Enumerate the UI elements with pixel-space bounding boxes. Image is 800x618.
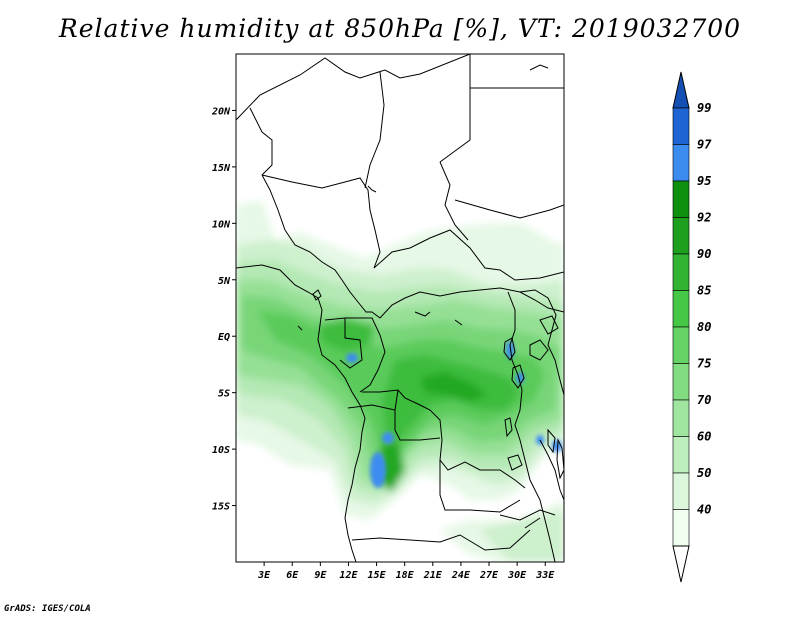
lat-tick-label: 10N — [212, 219, 231, 230]
latitude-axis: 20N 15N 10N 5N EQ 5S 10S 15S — [211, 106, 236, 513]
colorbar-swatch — [672, 472, 690, 510]
lon-tick-label: 33E — [535, 570, 555, 581]
lon-tick-label: 24E — [451, 570, 471, 581]
colorbar-label: 70 — [697, 393, 711, 407]
lat-tick-label: 20N — [211, 106, 231, 117]
lat-tick-label: 15N — [212, 163, 231, 174]
colorbar-swatch — [672, 107, 690, 145]
lat-tick-label: 15S — [212, 502, 230, 513]
lat-tick-label: EQ — [218, 332, 230, 343]
colorbar-label: 92 — [697, 211, 711, 225]
map-title: Relative humidity at 850hPa [%], VT: 201… — [58, 14, 742, 43]
longitude-axis: 3E 6E 9E 12E 15E 18E 21E 24E 27E 30E 33E — [257, 562, 555, 581]
lon-tick-label: 15E — [368, 570, 387, 581]
colorbar-swatch — [672, 180, 690, 218]
lat-tick-label: 10S — [212, 445, 230, 456]
colorbar-label: 85 — [697, 284, 711, 298]
map-borders — [236, 54, 564, 562]
lon-tick-label: 3E — [257, 570, 271, 581]
map-frame — [235, 53, 565, 563]
colorbar-label: 90 — [697, 247, 711, 261]
colorbar-bottom-arrow — [672, 545, 690, 583]
colorbar-label: 40 — [697, 503, 711, 517]
lon-tick-label: 18E — [396, 570, 415, 581]
credit-text: GrADS: IGES/COLA — [4, 604, 91, 614]
lon-tick-label: 9E — [314, 570, 327, 581]
colorbar-swatch — [672, 217, 690, 255]
colorbar-label: 95 — [697, 174, 711, 188]
colorbar-swatch — [672, 144, 690, 182]
colorbar-swatch — [672, 399, 690, 437]
lat-tick-label: 5N — [218, 276, 231, 287]
colorbar-label: 75 — [697, 357, 711, 371]
lon-tick-label: 6E — [286, 570, 299, 581]
colorbar-label: 80 — [697, 320, 711, 334]
colorbar-swatch — [672, 363, 690, 401]
colorbar-top-arrow — [672, 71, 690, 109]
lon-tick-label: 21E — [423, 570, 443, 581]
colorbar: 99 97 95 92 90 85 80 75 70 60 50 40 — [672, 71, 712, 583]
colorbar-swatch — [672, 290, 690, 328]
lon-tick-label: 27E — [479, 570, 499, 581]
colorbar-label: 60 — [697, 430, 711, 444]
lon-tick-label: 30E — [507, 570, 527, 581]
lat-tick-label: 5S — [218, 389, 230, 400]
colorbar-label: 50 — [697, 466, 711, 480]
lon-tick-label: 12E — [339, 570, 358, 581]
colorbar-swatch — [672, 253, 690, 291]
colorbar-label: 97 — [697, 138, 712, 152]
colorbar-swatch — [672, 436, 690, 474]
colorbar-swatch — [672, 509, 690, 547]
humidity-field — [236, 54, 564, 562]
colorbar-swatch — [672, 326, 690, 364]
colorbar-label: 99 — [697, 101, 711, 115]
